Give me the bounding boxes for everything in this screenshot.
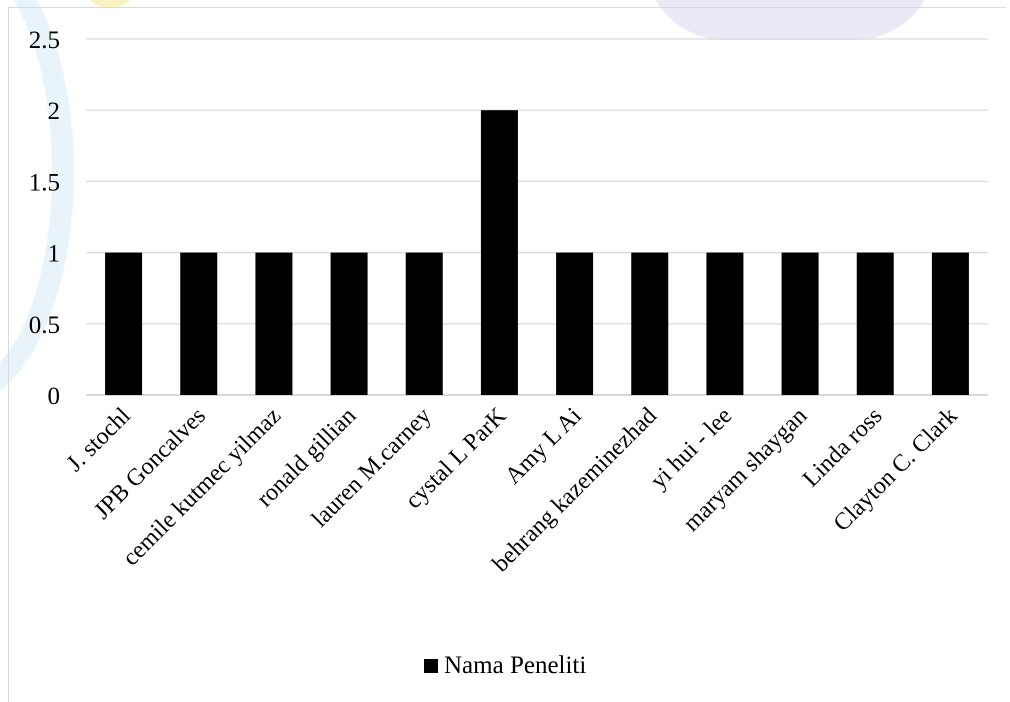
- y-tick-label: 2: [48, 98, 61, 125]
- gridlines: [86, 38, 988, 396]
- legend: Nama Peneliti: [424, 652, 586, 680]
- bar: [556, 252, 594, 395]
- y-tick-label: 1.5: [29, 169, 60, 196]
- y-tick-label: 0: [48, 383, 61, 410]
- chart-border: [8, 7, 1006, 8]
- y-tick-label: 1: [48, 241, 61, 268]
- bar: [631, 252, 669, 395]
- legend-label: Nama Peneliti: [444, 652, 587, 679]
- y-tick-label: 0.5: [29, 312, 60, 339]
- legend-swatch: [424, 659, 438, 673]
- bar: [105, 252, 143, 395]
- bar: [180, 252, 218, 395]
- watermark-shape: [80, 0, 140, 8]
- bar: [405, 252, 443, 395]
- chart-border: [8, 7, 9, 702]
- y-tick-label: 2.5: [29, 27, 60, 54]
- bar: [480, 110, 518, 395]
- y-axis-ticks: 0 0.5 1 1.5 2 2.5: [29, 27, 60, 410]
- bar: [330, 252, 368, 395]
- bar: [931, 252, 969, 395]
- bar: [255, 252, 293, 395]
- bar: [706, 252, 744, 395]
- bar: [781, 252, 819, 395]
- x-tick-label: J. stochl: [62, 403, 136, 477]
- watermark-shape: [645, 0, 935, 40]
- bar: [856, 252, 894, 395]
- bars: [105, 110, 969, 395]
